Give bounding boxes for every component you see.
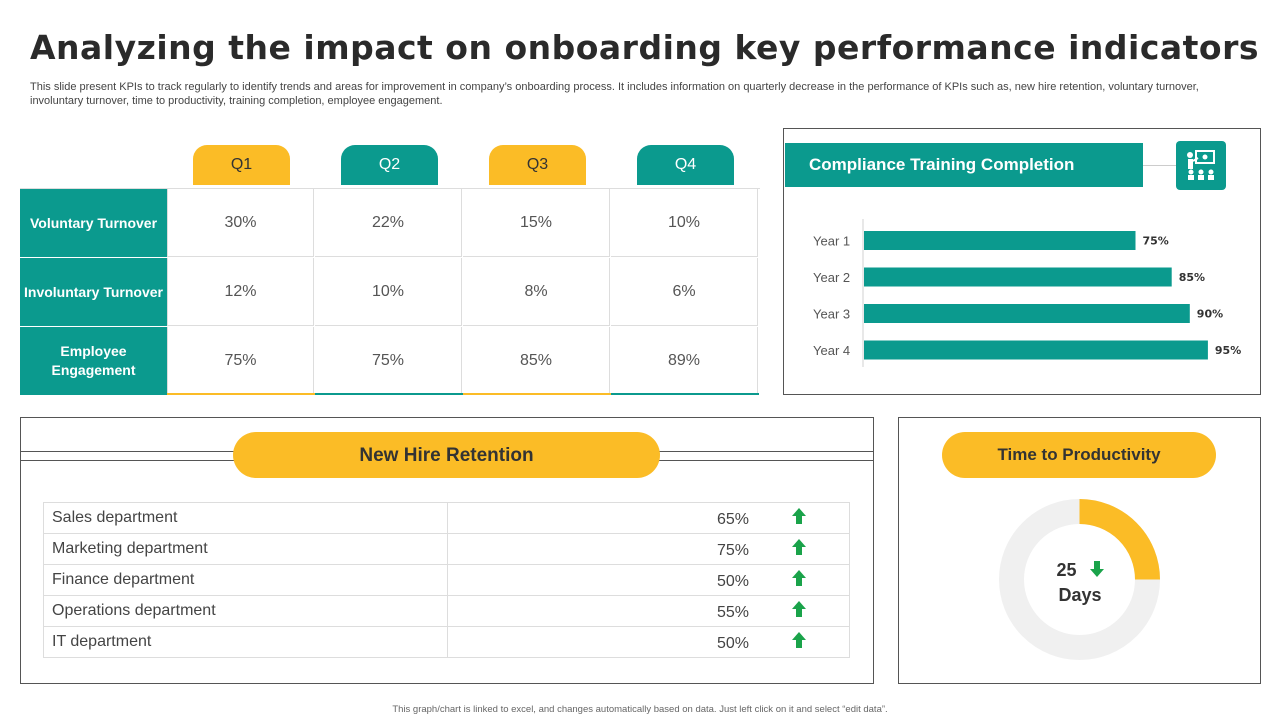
column-accent-line bbox=[167, 393, 315, 395]
kpi-cell: 75% bbox=[167, 327, 314, 395]
kpi-row: Voluntary Turnover 30% 22% 15% 10% bbox=[20, 189, 760, 258]
page-title: Analyzing the impact on onboarding key p… bbox=[30, 28, 1260, 67]
kpi-cell: 30% bbox=[167, 189, 314, 257]
table-row: Marketing department 75% bbox=[43, 533, 850, 565]
down-arrow-icon bbox=[1089, 559, 1104, 583]
department-name: Operations department bbox=[43, 595, 448, 627]
data-label: 75% bbox=[1143, 235, 1169, 248]
kpi-table: Voluntary Turnover 30% 22% 15% 10% Invol… bbox=[20, 188, 760, 396]
kpi-cell: 89% bbox=[611, 327, 758, 395]
up-arrow-icon bbox=[749, 631, 849, 653]
department-name: Sales department bbox=[43, 502, 448, 534]
kpi-cell: 22% bbox=[315, 189, 462, 257]
retention-value: 75% bbox=[716, 541, 749, 559]
department-name: Finance department bbox=[43, 564, 448, 596]
department-name: Marketing department bbox=[43, 533, 448, 565]
category-label: Year 3 bbox=[813, 307, 850, 322]
category-label: Year 2 bbox=[813, 270, 850, 285]
footer-note: This graph/chart is linked to excel, and… bbox=[392, 704, 888, 715]
table-row: Finance department 50% bbox=[43, 564, 850, 596]
retention-value: 55% bbox=[716, 603, 749, 621]
kpi-cell: 6% bbox=[611, 258, 758, 326]
kpi-cell: 15% bbox=[463, 189, 610, 257]
kpi-row-label: Involuntary Turnover bbox=[20, 258, 167, 327]
bar bbox=[864, 304, 1190, 323]
column-accent-line bbox=[611, 393, 759, 395]
retention-table: Sales department 65% Marketing departmen… bbox=[43, 502, 850, 658]
productivity-panel bbox=[898, 417, 1261, 684]
retention-panel bbox=[20, 417, 874, 684]
quarter-tab-q1: Q1 bbox=[193, 145, 290, 185]
quarter-tab-q3: Q3 bbox=[489, 145, 586, 185]
bar bbox=[864, 340, 1208, 360]
header-connector bbox=[1143, 165, 1176, 166]
up-arrow-icon bbox=[749, 538, 849, 560]
table-row: Sales department 65% bbox=[43, 502, 850, 534]
table-row: Operations department 55% bbox=[43, 595, 850, 627]
kpi-row: Employee Engagement 75% 75% 85% 89% bbox=[20, 327, 760, 396]
data-label: 95% bbox=[1215, 344, 1241, 357]
data-label: 85% bbox=[1179, 271, 1205, 284]
bar bbox=[864, 231, 1136, 250]
kpi-cell: 10% bbox=[315, 258, 462, 326]
kpi-cell: 8% bbox=[463, 258, 610, 326]
category-label: Year 4 bbox=[813, 343, 850, 358]
training-presentation-icon bbox=[1176, 141, 1226, 190]
table-row: IT department 50% bbox=[43, 626, 850, 658]
data-label: 90% bbox=[1197, 308, 1223, 321]
kpi-cell: 12% bbox=[167, 258, 314, 326]
donut-fill bbox=[1078, 499, 1160, 581]
up-arrow-icon bbox=[749, 569, 849, 591]
page-subtitle: This slide present KPIs to track regular… bbox=[30, 81, 1199, 107]
compliance-bar-chart: Year 1 75% Year 2 85% Year 3 90% Year 4 95% bbox=[813, 219, 1241, 367]
compliance-panel bbox=[783, 128, 1261, 395]
column-accent-line bbox=[463, 393, 611, 395]
productivity-value: 25 bbox=[1056, 560, 1077, 580]
retention-title: New Hire Retention bbox=[233, 432, 660, 478]
productivity-readout: 25 Days bbox=[1040, 558, 1120, 607]
quarter-tab-q4: Q4 bbox=[637, 145, 734, 185]
category-label: Year 1 bbox=[813, 234, 850, 249]
retention-value: 50% bbox=[716, 572, 749, 590]
quarter-tab-q2: Q2 bbox=[341, 145, 438, 185]
kpi-cell: 75% bbox=[315, 327, 462, 395]
productivity-unit: Days bbox=[1058, 585, 1102, 605]
kpi-row-label: Employee Engagement bbox=[20, 327, 167, 396]
up-arrow-icon bbox=[749, 507, 849, 529]
bar bbox=[864, 267, 1172, 287]
kpi-cell: 10% bbox=[611, 189, 758, 257]
productivity-title: Time to Productivity bbox=[942, 432, 1216, 478]
department-name: IT department bbox=[43, 626, 448, 658]
retention-value: 65% bbox=[716, 510, 749, 528]
kpi-cell: 85% bbox=[463, 327, 610, 395]
productivity-donut bbox=[999, 499, 1160, 660]
column-accent-line bbox=[315, 393, 463, 395]
up-arrow-icon bbox=[749, 600, 849, 622]
compliance-title: Compliance Training Completion bbox=[785, 143, 1143, 187]
kpi-row: Involuntary Turnover 12% 10% 8% 6% bbox=[20, 258, 760, 327]
retention-value: 50% bbox=[716, 634, 749, 652]
kpi-row-label: Voluntary Turnover bbox=[20, 189, 167, 258]
